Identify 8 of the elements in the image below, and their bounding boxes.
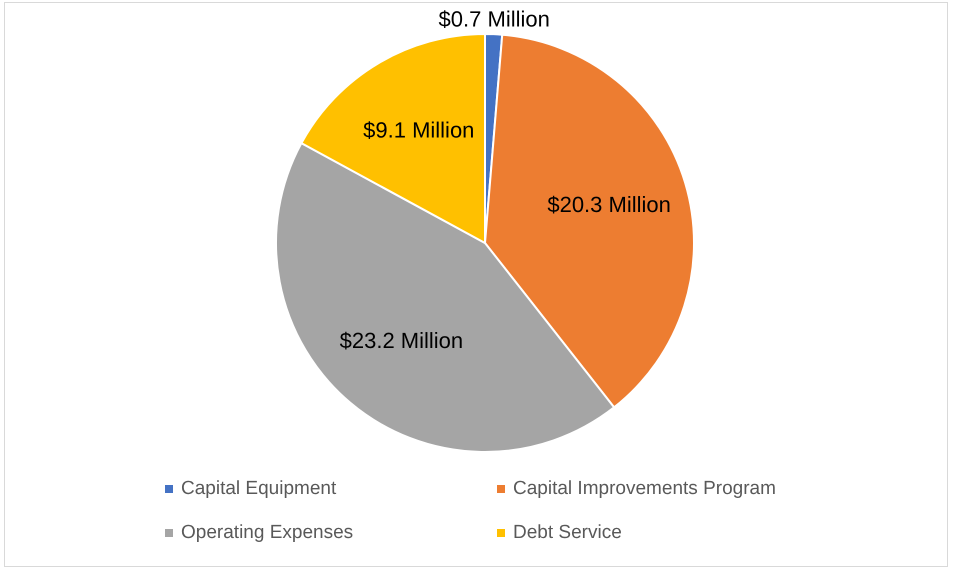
legend-label: Capital Improvements Program bbox=[513, 478, 776, 500]
legend-label: Debt Service bbox=[513, 522, 622, 544]
data-label: $9.1 Million bbox=[363, 118, 474, 143]
data-label: $23.2 Million bbox=[340, 328, 464, 354]
legend-label: Operating Expenses bbox=[181, 522, 354, 544]
legend-label: Capital Equipment bbox=[181, 478, 336, 500]
data-label: $20.3 Million bbox=[547, 192, 671, 217]
data-label: $0.7 Million bbox=[438, 6, 550, 32]
